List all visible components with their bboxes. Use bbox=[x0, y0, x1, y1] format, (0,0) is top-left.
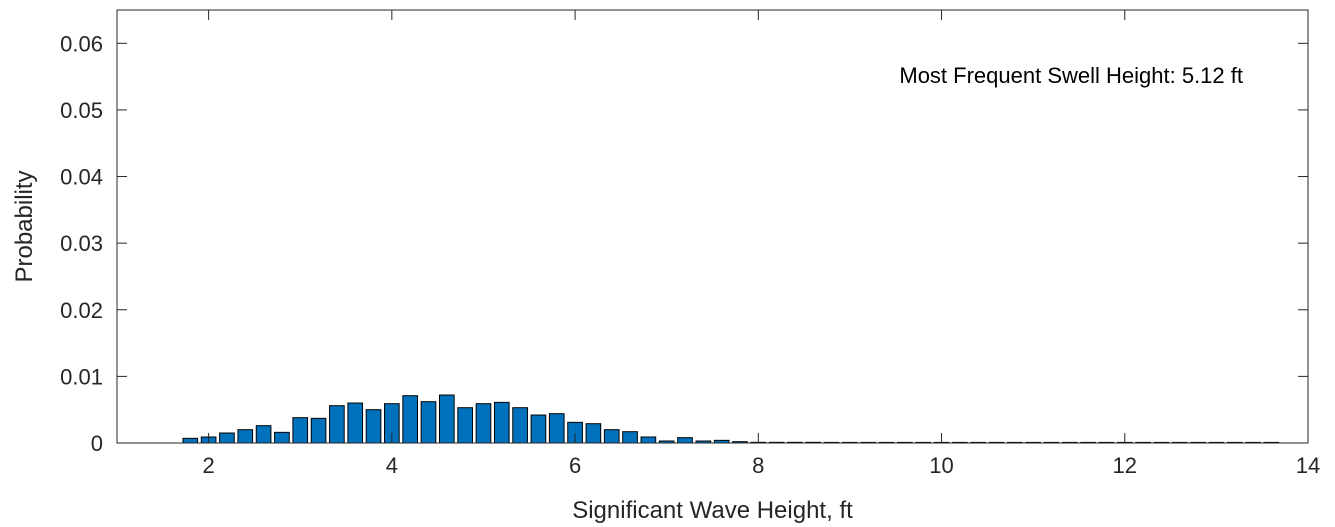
plot-area-frame bbox=[116, 9, 1309, 444]
bar bbox=[310, 417, 327, 444]
bar bbox=[292, 417, 309, 444]
y-tick-label: 0 bbox=[91, 431, 103, 456]
tick-labels-group: 2 4 6 8 10 12 14 0 0.01 0.02 0.03 0.04 0.05 0.06 bbox=[60, 31, 1320, 478]
bar bbox=[420, 401, 437, 444]
x-tick-label: 6 bbox=[569, 453, 581, 478]
x-tick-label: 4 bbox=[386, 453, 398, 478]
bar bbox=[219, 432, 235, 444]
bar bbox=[237, 429, 254, 444]
bar bbox=[347, 402, 364, 444]
bar bbox=[365, 409, 382, 444]
bar bbox=[402, 395, 418, 444]
y-tick-label: 0.02 bbox=[60, 298, 103, 323]
y-tick-label: 0.05 bbox=[60, 98, 103, 123]
bar bbox=[457, 407, 473, 444]
bar bbox=[329, 405, 345, 444]
x-axis-label: Significant Wave Height, ft bbox=[572, 497, 853, 524]
bar bbox=[255, 425, 272, 444]
x-tick-label: 8 bbox=[752, 453, 764, 478]
bar bbox=[585, 423, 602, 444]
bar bbox=[438, 394, 455, 444]
bar bbox=[530, 414, 547, 444]
y-tick-label: 0.06 bbox=[60, 31, 103, 56]
bar bbox=[475, 403, 492, 444]
bar bbox=[512, 407, 528, 444]
bar bbox=[274, 431, 290, 444]
x-tick-label: 2 bbox=[202, 453, 214, 478]
x-tick-label: 12 bbox=[1113, 453, 1137, 478]
x-tick-label: 10 bbox=[929, 453, 953, 478]
y-tick-label: 0.01 bbox=[60, 364, 103, 389]
bar bbox=[622, 431, 638, 444]
annotation-most-frequent: Most Frequent Swell Height: 5.12 ft bbox=[899, 63, 1243, 88]
bar bbox=[603, 429, 620, 444]
bar bbox=[548, 413, 565, 444]
bar bbox=[677, 437, 693, 444]
bar bbox=[493, 401, 510, 444]
y-axis-label: Probability bbox=[11, 170, 38, 282]
bar bbox=[182, 437, 199, 444]
y-tick-label: 0.03 bbox=[60, 231, 103, 256]
y-tick-label: 0.04 bbox=[60, 165, 103, 190]
x-tick-label: 14 bbox=[1296, 453, 1320, 478]
bar bbox=[640, 436, 657, 444]
